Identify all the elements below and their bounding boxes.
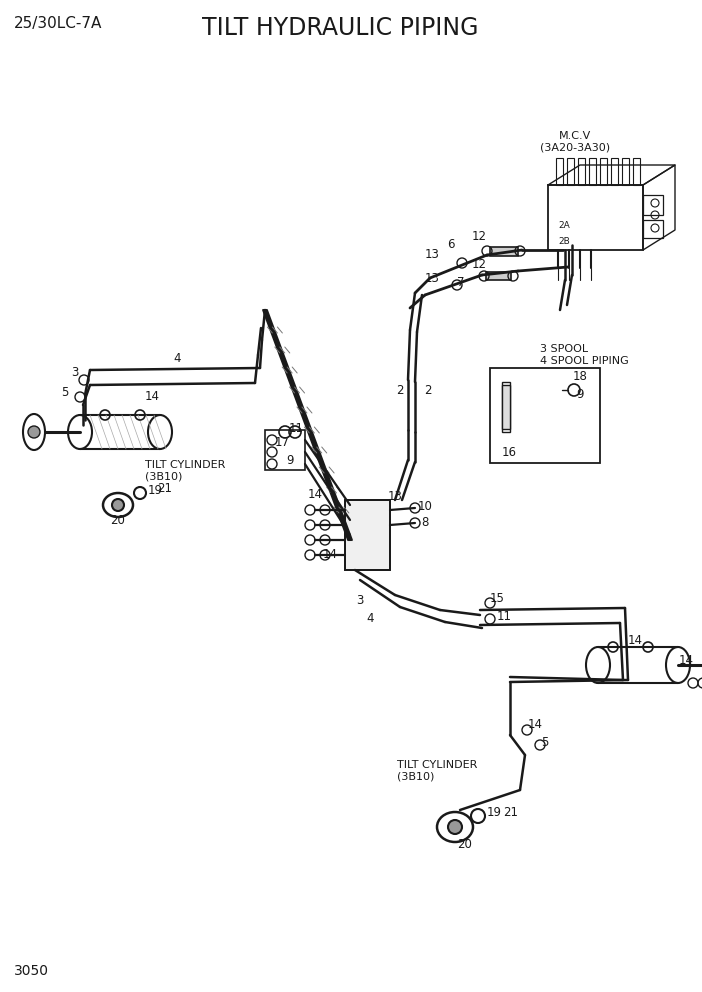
Text: 11: 11: [289, 422, 303, 434]
Bar: [556, 158, 563, 185]
Text: 4: 4: [366, 611, 373, 625]
Text: 5: 5: [541, 735, 549, 749]
Text: TILT HYDRAULIC PIPING: TILT HYDRAULIC PIPING: [201, 16, 478, 40]
Bar: [633, 158, 640, 185]
Text: 16: 16: [502, 446, 517, 459]
Circle shape: [28, 426, 40, 438]
Text: TILT CYLINDER
(3B10): TILT CYLINDER (3B10): [397, 760, 477, 782]
Text: 14: 14: [628, 634, 642, 647]
Text: 13: 13: [388, 490, 402, 504]
Bar: [622, 158, 629, 185]
Text: 4: 4: [173, 351, 180, 364]
Bar: [502, 382, 510, 432]
Bar: [490, 368, 600, 463]
Bar: [611, 158, 618, 185]
Bar: [643, 195, 663, 215]
Text: 10: 10: [418, 501, 432, 514]
Text: 3050: 3050: [14, 964, 49, 978]
Bar: [643, 220, 663, 238]
Text: 14: 14: [679, 654, 694, 667]
Text: 14: 14: [322, 549, 338, 561]
Text: 13: 13: [425, 272, 439, 285]
Text: TILT CYLINDER
(3B10): TILT CYLINDER (3B10): [145, 460, 225, 481]
Text: 2A: 2A: [558, 220, 570, 229]
Bar: [600, 158, 607, 185]
Text: 19: 19: [487, 806, 502, 819]
Text: 9: 9: [576, 389, 584, 402]
Text: 2B: 2B: [558, 237, 570, 246]
Text: 21: 21: [157, 481, 173, 494]
Text: 3: 3: [357, 593, 364, 606]
Bar: [502, 385, 510, 429]
Bar: [548, 185, 643, 250]
Bar: [345, 500, 390, 570]
Text: 6: 6: [447, 238, 455, 252]
Text: 8: 8: [421, 517, 429, 530]
Bar: [589, 158, 596, 185]
Text: 7: 7: [457, 277, 465, 290]
Circle shape: [448, 820, 462, 834]
Text: 5: 5: [61, 387, 69, 400]
Text: 15: 15: [489, 591, 505, 604]
Text: 14: 14: [307, 488, 322, 502]
Text: 12: 12: [472, 259, 486, 272]
Text: 11: 11: [497, 610, 512, 624]
Text: 3: 3: [72, 365, 79, 379]
Text: 17: 17: [274, 436, 289, 449]
Text: 3 SPOOL
4 SPOOL PIPING: 3 SPOOL 4 SPOOL PIPING: [540, 344, 629, 366]
Text: 20: 20: [110, 515, 126, 528]
Text: 12: 12: [472, 230, 486, 243]
Text: 14: 14: [527, 718, 543, 731]
Bar: [345, 500, 390, 570]
Bar: [265, 430, 305, 470]
Bar: [490, 247, 518, 256]
Text: 2: 2: [424, 384, 432, 397]
Text: 14: 14: [145, 390, 159, 403]
Bar: [578, 158, 585, 185]
Circle shape: [112, 499, 124, 511]
Text: 13: 13: [425, 247, 439, 261]
Text: M.C.V
(3A20-3A30): M.C.V (3A20-3A30): [540, 131, 610, 153]
Text: 19: 19: [148, 483, 163, 497]
Bar: [567, 158, 574, 185]
Text: 2: 2: [396, 384, 404, 397]
Text: 18: 18: [573, 370, 588, 384]
Text: 20: 20: [458, 837, 472, 850]
Text: 25/30LC-7A: 25/30LC-7A: [14, 16, 102, 31]
Text: 21: 21: [503, 806, 519, 819]
Bar: [486, 272, 511, 280]
Text: 9: 9: [286, 453, 293, 466]
